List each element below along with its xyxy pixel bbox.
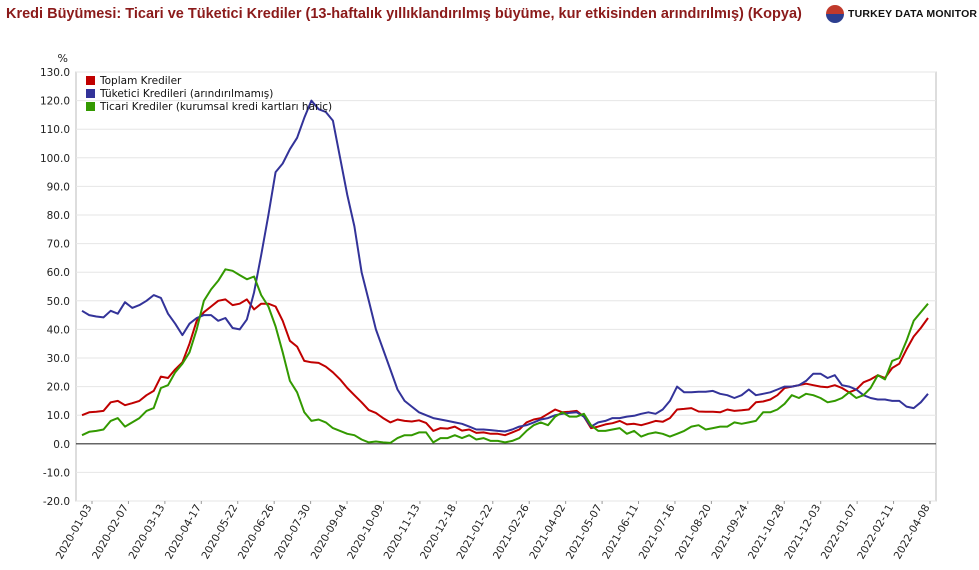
x-tick-label: 2022-02-11 bbox=[855, 503, 896, 562]
x-tick-label: 2021-12-03 bbox=[782, 503, 823, 562]
legend-label-1: Toplam Krediler bbox=[99, 75, 182, 87]
y-tick-label: -10.0 bbox=[43, 467, 70, 479]
legend-label-2: Tüketici Kredileri (arındırılmamış) bbox=[99, 88, 273, 100]
y-tick-label: 110.0 bbox=[40, 124, 70, 136]
x-tick-label: 2021-06-11 bbox=[600, 503, 641, 562]
x-tick-label: 2021-05-07 bbox=[564, 503, 605, 562]
y-tick-label: 120.0 bbox=[40, 96, 70, 108]
legend-swatch-2 bbox=[86, 89, 95, 98]
x-tick-label: 2020-05-22 bbox=[199, 503, 240, 562]
x-tick-label: 2022-01-07 bbox=[819, 503, 860, 562]
x-tick-label: 2021-10-28 bbox=[746, 503, 787, 562]
y-tick-label: 80.0 bbox=[47, 210, 70, 222]
series-line-3 bbox=[81, 268, 929, 444]
legend-swatch-1 bbox=[86, 76, 95, 85]
y-tick-label: 50.0 bbox=[47, 296, 70, 308]
y-tick-label: 0.0 bbox=[53, 439, 70, 451]
y-tick-label: 70.0 bbox=[47, 239, 70, 251]
y-tick-label: 20.0 bbox=[47, 382, 70, 394]
x-tick-label: 2020-01-03 bbox=[54, 503, 95, 562]
y-tick-label: 60.0 bbox=[47, 267, 70, 279]
x-tick-label: 2021-01-22 bbox=[454, 502, 495, 561]
x-tick-label: 2021-07-16 bbox=[637, 502, 678, 561]
x-tick-label: 2020-04-17 bbox=[163, 503, 204, 562]
legend-label-3: Ticari Krediler (kurumsal kredi kartları… bbox=[99, 101, 332, 113]
x-axis-ticks: 2020-01-032020-02-072020-03-132020-04-17… bbox=[54, 502, 933, 561]
x-tick-label: 2022-04-08 bbox=[892, 503, 933, 562]
x-tick-label: 2021-04-02 bbox=[527, 503, 568, 562]
x-tick-label: 2020-09-04 bbox=[309, 502, 350, 561]
y-tick-label: 100.0 bbox=[40, 153, 70, 165]
globe-logo-icon bbox=[826, 5, 844, 23]
x-tick-label: 2020-02-07 bbox=[90, 503, 131, 562]
series-line-2 bbox=[81, 99, 929, 433]
x-tick-label: 2020-07-30 bbox=[272, 503, 313, 562]
x-tick-label: 2021-09-24 bbox=[710, 502, 751, 561]
chart-series bbox=[81, 99, 929, 444]
x-tick-label: 2020-06-26 bbox=[236, 502, 277, 561]
y-tick-label: 30.0 bbox=[47, 353, 70, 365]
y-tick-label: 90.0 bbox=[47, 181, 70, 193]
y-tick-label: 130.0 bbox=[40, 67, 70, 79]
x-tick-label: 2020-03-13 bbox=[127, 503, 168, 562]
brand-logo-text: TURKEY DATA MONITOR bbox=[848, 8, 978, 20]
y-axis-ticks: 130.0 120.0 110.0 100.0 90.0 80.0 70.0 60.0 50.0… bbox=[40, 67, 70, 508]
legend-swatch-3 bbox=[86, 102, 95, 111]
x-tick-label: 2020-12-18 bbox=[418, 503, 459, 562]
y-tick-label: 40.0 bbox=[47, 324, 70, 336]
chart-grid bbox=[75, 71, 937, 504]
y-axis-unit-label: % bbox=[58, 52, 68, 65]
x-tick-label: 2020-10-09 bbox=[345, 503, 386, 562]
y-tick-label: 10.0 bbox=[47, 410, 70, 422]
y-tick-label: -20.0 bbox=[43, 496, 70, 508]
x-tick-label: 2021-02-26 bbox=[491, 502, 532, 561]
x-tick-label: 2021-08-20 bbox=[673, 503, 714, 562]
brand-logo: TURKEY DATA MONITOR bbox=[826, 4, 978, 24]
x-tick-label: 2020-11-13 bbox=[382, 503, 423, 562]
plot-frame bbox=[75, 71, 937, 502]
chart-title: Kredi Büyümesi: Ticari ve Tüketici Kredi… bbox=[6, 6, 802, 22]
